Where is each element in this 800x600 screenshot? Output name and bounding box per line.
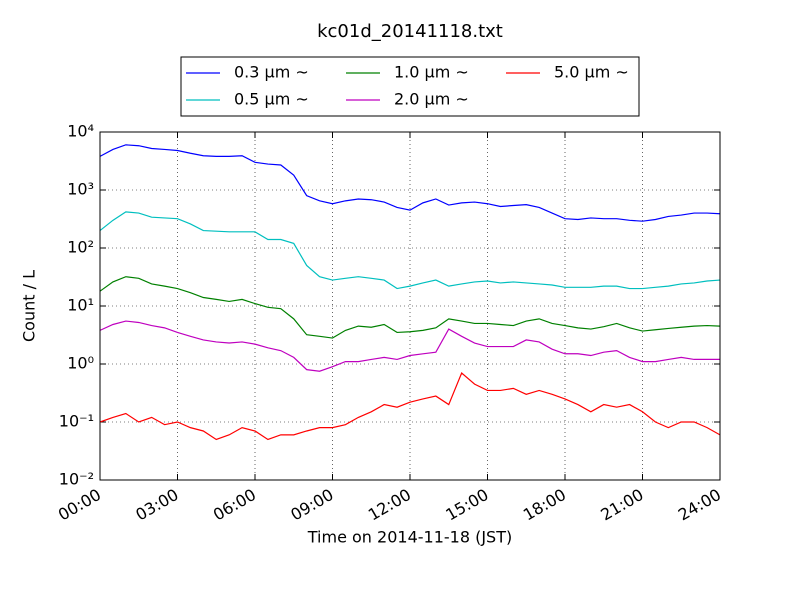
plot-frame bbox=[99, 131, 721, 481]
series-line bbox=[99, 276, 721, 339]
legend-label: 2.0 μm ~ bbox=[394, 90, 469, 109]
y-tick-label: 10⁻¹ bbox=[59, 412, 94, 431]
y-axis-label: Count / L bbox=[20, 270, 39, 342]
y-tick-label: 10² bbox=[67, 238, 94, 257]
legend-box bbox=[180, 56, 640, 117]
legend-label: 5.0 μm ~ bbox=[554, 63, 629, 82]
y-tick-label: 10³ bbox=[67, 180, 94, 199]
chart-title: kc01d_20141118.txt bbox=[317, 21, 503, 42]
y-tick-label: 10¹ bbox=[67, 296, 94, 315]
y-tick-label: 10⁰ bbox=[67, 354, 94, 373]
series-line bbox=[99, 320, 720, 372]
legend-label: 0.5 μm ~ bbox=[234, 90, 309, 109]
series-line bbox=[99, 371, 721, 441]
series-line bbox=[99, 144, 721, 222]
legend-label: 1.0 μm ~ bbox=[394, 63, 469, 82]
series-line bbox=[99, 211, 721, 290]
y-tick-label: 10⁻² bbox=[59, 470, 94, 489]
y-tick-label: 10⁴ bbox=[67, 122, 94, 141]
x-axis-label: Time on 2014-11-18 (JST) bbox=[307, 528, 512, 547]
legend-label: 0.3 μm ~ bbox=[234, 63, 309, 82]
